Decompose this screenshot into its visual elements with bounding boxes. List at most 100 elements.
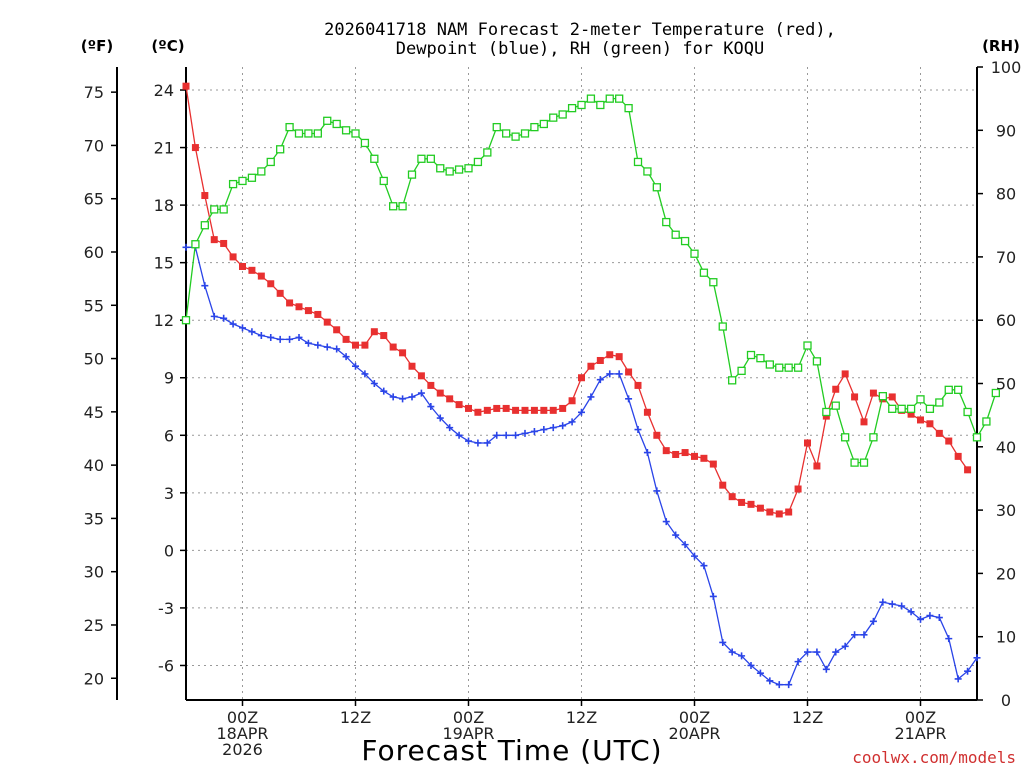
data-point xyxy=(313,129,322,138)
data-point xyxy=(389,393,397,401)
data-point xyxy=(728,376,737,385)
data-point xyxy=(925,404,935,413)
data-point xyxy=(407,170,417,179)
data-point xyxy=(935,429,943,437)
data-point xyxy=(191,144,199,152)
time-tick-label: 21APR xyxy=(894,724,946,743)
data-point xyxy=(813,648,821,656)
credit-label: coolwx.com/models xyxy=(852,748,1016,767)
celsius-tick-label: -3 xyxy=(158,599,174,618)
data-point xyxy=(323,318,331,326)
time-tick-label: 20APR xyxy=(668,724,720,743)
grid-layer xyxy=(186,67,977,700)
data-point xyxy=(530,427,538,435)
data-point xyxy=(662,217,671,227)
data-point xyxy=(295,333,303,341)
data-point xyxy=(257,167,266,176)
data-point xyxy=(775,363,784,372)
rh-tick-label: 50 xyxy=(996,375,1016,394)
data-point xyxy=(917,416,924,424)
data-point xyxy=(454,165,464,174)
data-point xyxy=(625,368,633,376)
data-point xyxy=(719,481,727,489)
data-point xyxy=(615,94,624,103)
data-point xyxy=(587,362,595,370)
rh-tick-label: 90 xyxy=(996,121,1016,140)
data-point xyxy=(709,460,717,468)
data-point xyxy=(191,240,200,249)
data-point xyxy=(634,381,642,389)
data-point xyxy=(445,167,454,176)
data-point xyxy=(426,154,435,163)
data-point xyxy=(643,167,652,176)
data-point xyxy=(558,110,567,119)
rh-tick-label: 40 xyxy=(996,438,1016,457)
data-point xyxy=(906,404,916,413)
data-point xyxy=(822,407,831,417)
data-point xyxy=(813,462,821,470)
data-point xyxy=(399,349,407,357)
data-point xyxy=(605,94,614,103)
celsius-tick-label: 21 xyxy=(154,139,174,158)
data-point xyxy=(446,395,454,403)
celsius-tick-label: -6 xyxy=(158,656,174,675)
time-tick-label: 00Z xyxy=(227,708,258,727)
data-point xyxy=(304,307,312,315)
rh-tick-label: 70 xyxy=(996,248,1016,267)
data-point xyxy=(822,665,830,673)
data-point xyxy=(257,272,265,280)
data-point xyxy=(756,669,764,677)
data-point xyxy=(944,385,953,394)
data-point xyxy=(794,658,802,666)
data-point xyxy=(719,638,727,646)
data-point xyxy=(935,398,944,407)
data-point xyxy=(229,253,237,261)
data-point xyxy=(766,508,774,516)
time-tick-label: 19APR xyxy=(442,724,494,743)
data-point xyxy=(502,129,511,138)
fahrenheit-tick-label: 50 xyxy=(84,350,104,369)
data-point xyxy=(935,614,943,622)
data-point xyxy=(520,129,530,138)
data-point xyxy=(841,642,849,650)
data-point xyxy=(746,350,756,360)
data-point xyxy=(709,278,718,287)
data-point xyxy=(219,205,228,214)
data-point xyxy=(699,268,709,277)
data-point xyxy=(756,504,764,512)
data-point xyxy=(765,360,774,369)
fahrenheit-tick-label: 30 xyxy=(84,563,104,582)
time-tick-label: 00Z xyxy=(679,708,710,727)
data-point xyxy=(521,406,529,414)
data-point xyxy=(737,366,746,375)
data-point xyxy=(681,449,689,457)
data-point xyxy=(266,157,275,167)
fahrenheit-tick-label: 60 xyxy=(84,243,104,262)
data-point xyxy=(907,410,915,418)
data-point xyxy=(972,433,982,442)
data-point xyxy=(389,202,398,211)
data-point xyxy=(728,648,736,656)
data-point xyxy=(859,458,869,467)
series-layer xyxy=(181,82,1000,689)
data-point xyxy=(672,531,680,539)
data-point xyxy=(247,173,257,182)
chart-title-line2: Dewpoint (blue), RH (green) for KOQU xyxy=(396,39,764,59)
data-point xyxy=(982,417,991,426)
data-point xyxy=(841,370,849,378)
data-point xyxy=(832,648,840,656)
data-point xyxy=(653,487,661,495)
data-point xyxy=(945,635,953,643)
time-tick-label: 00Z xyxy=(905,708,936,727)
data-point xyxy=(954,385,963,394)
data-point xyxy=(568,397,576,405)
data-point xyxy=(700,562,708,570)
data-point xyxy=(408,362,416,370)
rh-tick-label: 60 xyxy=(996,311,1016,330)
rh-tick-label: 0 xyxy=(1001,691,1011,710)
rh-unit-label: (RH) xyxy=(982,37,1020,55)
data-point xyxy=(578,408,585,416)
data-point xyxy=(200,221,209,230)
data-point xyxy=(436,414,444,422)
